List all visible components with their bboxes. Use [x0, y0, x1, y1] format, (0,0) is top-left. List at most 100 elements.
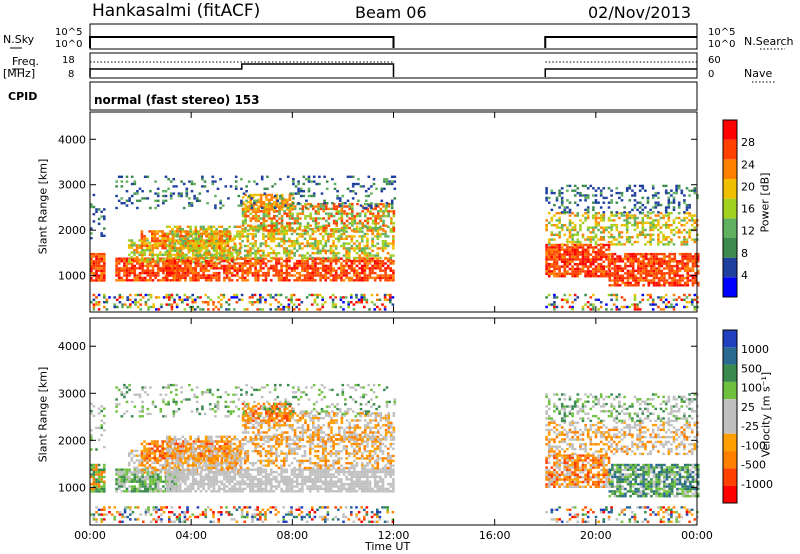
power-cell [244, 212, 247, 215]
power-cell [354, 192, 358, 195]
power-cell [193, 182, 196, 186]
nsky-line-1 [89, 36, 395, 48]
power-cell [652, 260, 656, 263]
power-cell [194, 276, 198, 280]
power-cell [123, 262, 126, 265]
power-cell [660, 279, 664, 282]
velocity-cell [100, 475, 103, 479]
power-cell [273, 182, 277, 186]
power-cell [317, 229, 320, 232]
power-cell [586, 255, 590, 259]
power-cell [301, 279, 304, 282]
power-cell [678, 262, 682, 265]
power-cell [607, 255, 611, 259]
power-cell [381, 264, 385, 268]
power-cell [229, 239, 232, 243]
power-cell [360, 230, 364, 233]
freq-panel-frame [89, 52, 698, 79]
power-cell [633, 240, 637, 244]
power-cell [589, 296, 593, 299]
power-cell [173, 259, 177, 263]
power-cell [646, 201, 650, 204]
power-cell [343, 224, 346, 227]
power-cell [197, 262, 200, 265]
power-cell [267, 259, 270, 263]
power-cell [272, 267, 276, 270]
power-cell [299, 217, 302, 220]
power-cell [249, 259, 252, 263]
power-cell [386, 235, 390, 238]
power-cell [303, 225, 307, 228]
power-cell [290, 267, 294, 270]
velocity-cell [117, 487, 121, 491]
power-cell [621, 269, 625, 273]
power-cell [178, 225, 182, 228]
power-cell [244, 208, 247, 211]
power-cell [337, 274, 341, 277]
power-cell [586, 211, 590, 214]
power-cell [156, 230, 159, 233]
power-cell [359, 185, 363, 188]
power-cell [579, 246, 582, 249]
power-cell [392, 274, 395, 277]
power-cell [568, 228, 572, 232]
power-cell [553, 224, 556, 227]
power-cell [350, 276, 354, 280]
power-cell [610, 293, 613, 297]
power-cell [151, 257, 155, 260]
power-cell [319, 267, 322, 270]
power-cell [314, 269, 317, 272]
power-cell [188, 202, 191, 205]
power-cell [592, 275, 595, 278]
power-cell [670, 238, 673, 241]
power-cell [264, 240, 268, 243]
power-cell [607, 226, 611, 229]
power-cell [162, 296, 166, 299]
power-cell [649, 212, 652, 215]
power-cell [151, 264, 155, 268]
power-cell [225, 274, 229, 277]
power-cell [149, 296, 153, 299]
power-cell [178, 298, 181, 301]
power-cell [168, 240, 172, 243]
power-cell [288, 259, 291, 263]
velocity-cell [133, 461, 136, 465]
power-cell [644, 233, 647, 236]
power-cell [568, 208, 572, 212]
power-cell [148, 230, 151, 233]
velocity-cell [177, 480, 181, 483]
power-cell [149, 293, 153, 297]
power-cell [212, 274, 216, 277]
power-cell [343, 205, 346, 208]
power-cell [100, 269, 103, 273]
power-cell [242, 192, 246, 195]
power-cell [226, 235, 229, 238]
power-cell [547, 275, 551, 278]
power-cell [376, 259, 380, 263]
power-cell [228, 264, 231, 268]
power-cell [618, 196, 621, 200]
power-cell [186, 230, 190, 233]
power-cell [238, 230, 242, 233]
power-cell [353, 222, 357, 225]
power-cell [607, 243, 611, 247]
power-cell [651, 298, 655, 301]
power-cell [130, 256, 134, 259]
power-cell [151, 251, 154, 254]
power-cell [696, 252, 700, 256]
power-cell [159, 279, 163, 282]
power-cell [181, 237, 185, 240]
power-cell [350, 264, 354, 268]
power-cell [177, 259, 181, 263]
power-cell [153, 253, 157, 257]
velocity-cell [100, 426, 103, 430]
power-cell [302, 194, 306, 198]
power-cell [586, 305, 590, 309]
power-cell [259, 296, 262, 299]
power-cell [267, 235, 270, 238]
power-cell [175, 303, 179, 306]
power-cell [662, 224, 665, 227]
power-cell [162, 194, 165, 198]
power-cell [92, 213, 96, 216]
power-cell [259, 274, 263, 277]
